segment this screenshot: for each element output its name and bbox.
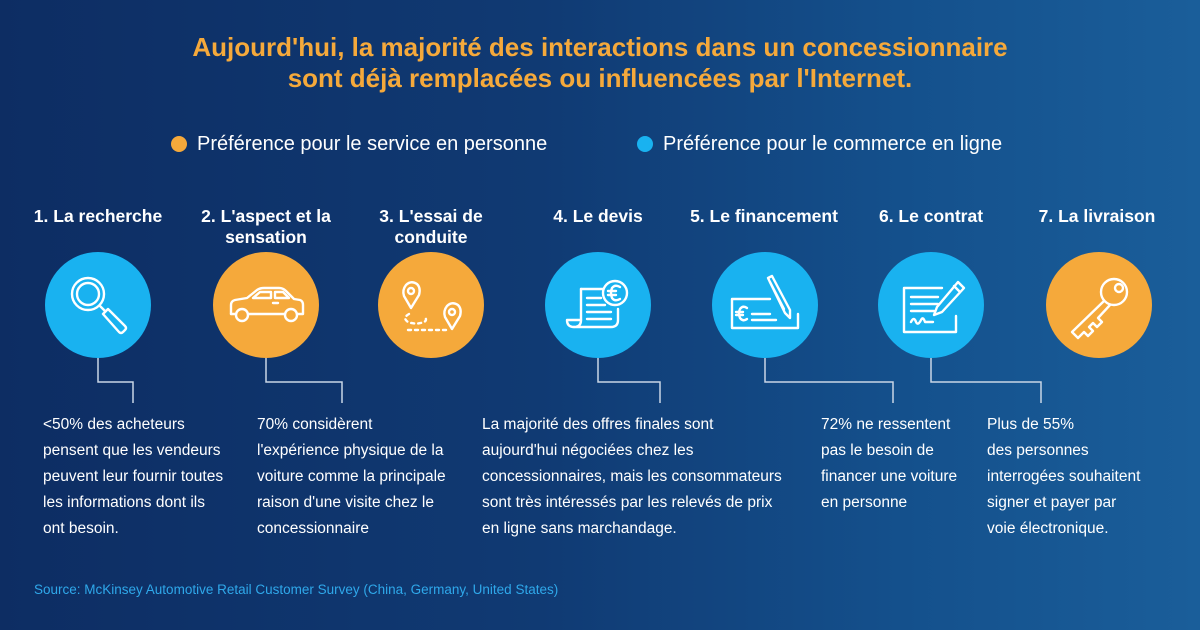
step-circle-contract: [878, 252, 984, 358]
note-contract: Plus de 55% des personnes interrogées so…: [987, 412, 1187, 542]
note-research-line: les informations dont ils: [43, 494, 205, 511]
step-title-delivery: 7. La livraison: [1038, 206, 1156, 226]
step-title-research: 1. La recherche: [33, 206, 163, 226]
note-research-line: peuvent leur fournir toutes: [43, 468, 224, 485]
step-title-contract: 6. Le contrat: [878, 206, 984, 226]
step-circle-quote: [545, 252, 651, 358]
note-financing-line: en personne: [821, 494, 908, 511]
step-title-quote: 4. Le devis: [553, 206, 643, 226]
note-quote-line: aujourd'hui négociées chez les: [482, 442, 694, 459]
step-circle-financing: [712, 252, 818, 358]
note-financing-line: financer une voiture: [821, 468, 958, 485]
note-look-and-feel-line: voiture comme la principale: [257, 468, 446, 485]
note-quote-line: concessionnaires, mais les consommateurs: [482, 468, 782, 485]
connector-research: [97, 358, 134, 403]
note-look-and-feel-line: raison d'une visite chez le: [257, 494, 435, 511]
magnifier-icon: [70, 276, 128, 335]
connector-look-and-feel: [265, 358, 343, 403]
note-quote: La majorité des offres finales sont aujo…: [482, 412, 812, 542]
step-circle-look-and-feel: [213, 252, 319, 358]
key-icon: [1070, 277, 1129, 340]
note-research: <50% des acheteurs pensent que les vende…: [43, 412, 243, 542]
title-line-2: sont déjà remplacées ou influencées par …: [287, 63, 913, 93]
note-quote-line: sont très intéressés par les relevés de …: [482, 494, 773, 511]
car-icon: [229, 286, 305, 323]
step-title-financing: 5. Le financement: [690, 206, 838, 226]
step-title-look-and-feel: 2. L'aspect et la sensation: [201, 206, 331, 247]
legend: Préférence pour le service en personne P…: [0, 131, 1200, 157]
title-line-1: Aujourd'hui, la majorité des interaction…: [192, 32, 1008, 62]
note-research-line: pensent que les vendeurs: [43, 442, 221, 459]
connector-financing: [764, 358, 894, 403]
step-circle-research: [45, 252, 151, 358]
note-contract-line: Plus de 55%: [987, 416, 1075, 433]
note-contract-line: des personnes: [987, 442, 1089, 459]
note-research-line: <50% des acheteurs: [43, 416, 185, 433]
note-quote-line: La majorité des offres finales sont: [482, 416, 714, 433]
note-look-and-feel-line: 70% considèrent: [257, 416, 373, 433]
legend-dot-online: [637, 136, 653, 152]
step-circle-test-drive: [378, 252, 484, 358]
note-quote-line: en ligne sans marchandage.: [482, 520, 677, 537]
connector-quote: [597, 358, 661, 403]
note-look-and-feel-line: concessionnaire: [257, 520, 370, 537]
euro-invoice-icon: [565, 279, 629, 329]
connector-contract: [930, 358, 1042, 403]
contract-sign-icon: [902, 280, 966, 334]
legend-dot-in-person: [171, 136, 187, 152]
infographic-title: Aujourd'hui, la majorité des interaction…: [100, 32, 1100, 94]
legend-label-online: Préférence pour le commerce en ligne: [663, 133, 1003, 155]
euro-cheque-icon: [730, 274, 800, 330]
source-note: Source: McKinsey Automotive Retail Custo…: [34, 582, 559, 597]
step-circle-delivery: [1046, 252, 1152, 358]
legend-label-in-person: Préférence pour le service en personne: [197, 133, 548, 155]
note-financing-line: pas le besoin de: [821, 442, 934, 459]
note-contract-line: voie électronique.: [987, 520, 1109, 537]
note-look-and-feel-line: l'expérience physique de la: [257, 442, 444, 459]
note-contract-line: signer et payer par: [987, 494, 1117, 511]
note-financing: 72% ne ressentent pas le besoin de finan…: [821, 412, 981, 516]
note-research-line: ont besoin.: [43, 520, 119, 537]
route-pins-icon: [402, 281, 462, 332]
note-look-and-feel: 70% considèrent l'expérience physique de…: [257, 412, 467, 542]
note-contract-line: interrogées souhaitent: [987, 468, 1141, 485]
step-title-test-drive: 3. L'essai de conduite: [379, 206, 483, 247]
note-financing-line: 72% ne ressentent: [821, 416, 951, 433]
